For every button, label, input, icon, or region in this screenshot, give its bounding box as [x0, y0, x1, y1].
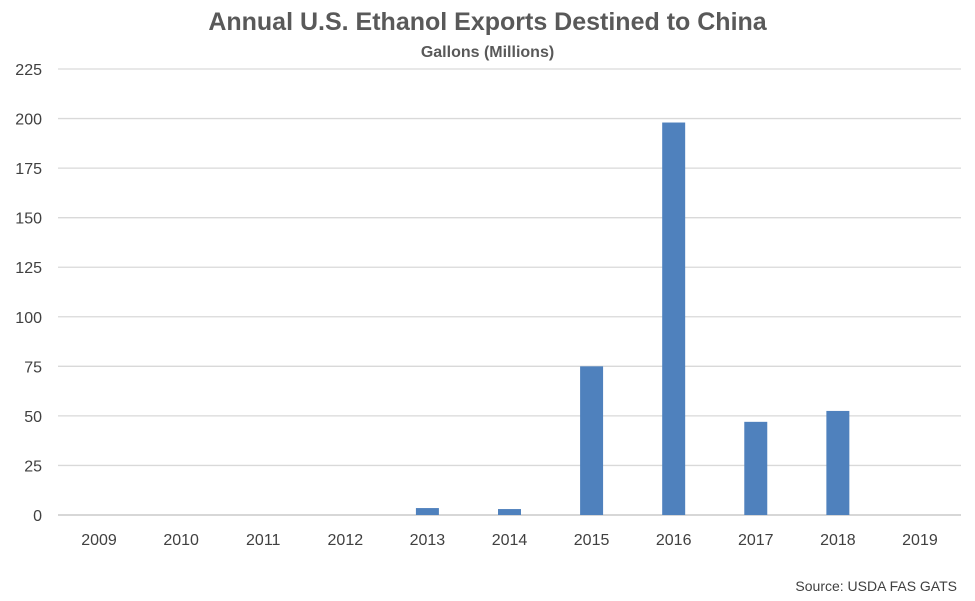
chart-source: Source: USDA FAS GATS [795, 578, 957, 594]
bar-2016 [662, 122, 686, 516]
y-tick-label: 75 [24, 359, 42, 376]
x-tick-label: 2012 [328, 532, 364, 549]
bar-2013 [415, 508, 439, 515]
x-tick-label: 2015 [574, 532, 610, 549]
y-tick-label: 100 [15, 310, 42, 327]
x-tick-label: 2011 [246, 532, 281, 549]
x-tick-label: 2019 [902, 532, 938, 549]
x-tick-label: 2009 [81, 532, 117, 549]
bar-2015 [580, 366, 604, 515]
x-tick-label: 2010 [163, 532, 199, 549]
y-tick-label: 225 [15, 62, 42, 79]
x-tick-label: 2016 [656, 532, 692, 549]
chart-subtitle: Gallons (Millions) [420, 44, 555, 61]
bar-2018 [826, 410, 850, 515]
y-tick-label: 125 [15, 260, 42, 277]
x-tick-label: 2014 [492, 532, 528, 549]
chart-title: Annual U.S. Ethanol Exports Destined to … [208, 8, 767, 36]
y-tick-label: 150 [15, 211, 42, 228]
y-tick-label: 25 [24, 458, 42, 475]
bar-2017 [744, 421, 768, 515]
bar-2014 [498, 509, 521, 515]
y-tick-label: 175 [15, 161, 42, 178]
y-tick-label: 0 [33, 508, 42, 525]
y-tick-label: 200 [15, 112, 42, 129]
x-tick-label: 2013 [410, 532, 446, 549]
y-tick-label: 50 [24, 409, 42, 426]
x-tick-label: 2017 [738, 532, 774, 549]
x-tick-label: 2018 [820, 532, 856, 549]
